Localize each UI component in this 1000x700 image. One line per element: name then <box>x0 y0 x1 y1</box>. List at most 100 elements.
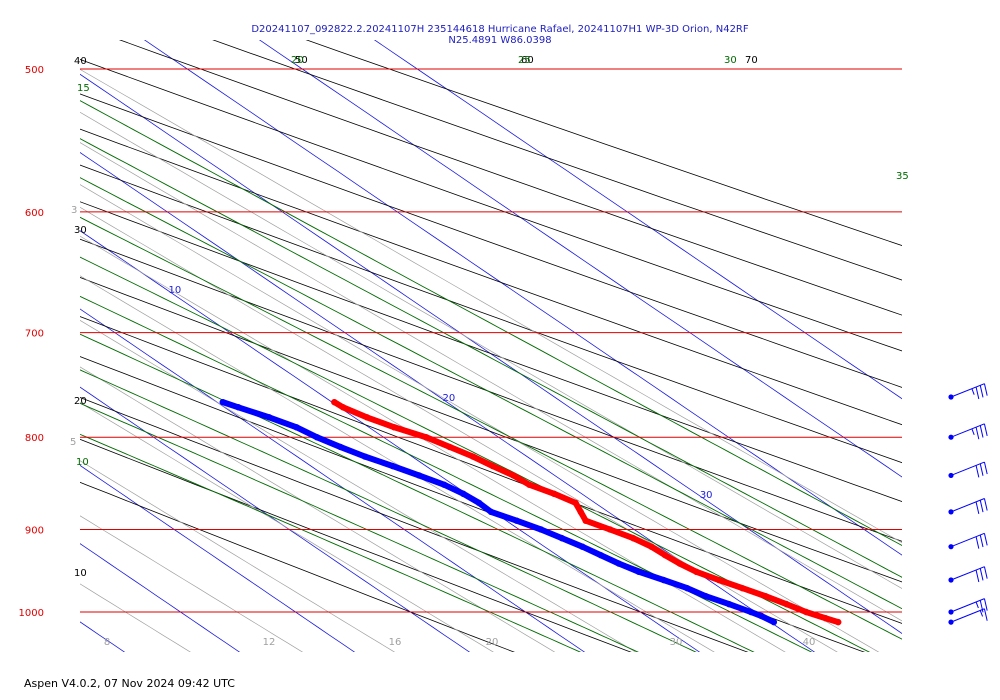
dewpoint-point <box>219 398 226 406</box>
wind-barb-flag <box>983 498 988 511</box>
wind-barb-flag <box>983 461 988 475</box>
wind-barb-flag <box>971 428 975 436</box>
temperature-point <box>331 398 338 406</box>
dewpoint-point <box>361 453 369 460</box>
temperature-point <box>339 404 347 411</box>
dry-adiabat-line <box>80 59 902 352</box>
temperature-point <box>526 481 533 488</box>
dewpoint-point <box>440 481 448 488</box>
isotherm-line <box>80 152 816 652</box>
temperature-point <box>676 560 683 567</box>
mixing-ratio-label: 12 <box>263 637 276 648</box>
mixing-ratio-label: 5 <box>70 437 76 448</box>
isotherm-line <box>80 464 356 652</box>
moist-adiabat-line <box>80 216 902 640</box>
temperature-point <box>582 517 589 524</box>
dewpoint-point <box>475 499 483 507</box>
mixing-ratio-line <box>80 460 396 652</box>
dewpoint-point <box>683 584 691 592</box>
moist-adiabat-label: 20 <box>291 55 304 66</box>
wind-barb-flag <box>975 601 979 609</box>
wind-barb-staff <box>950 598 985 613</box>
isotherm-line <box>80 386 471 652</box>
temperature-point <box>802 608 810 616</box>
moist-adiabat-line <box>80 100 902 547</box>
wind-barb-flag <box>979 500 984 513</box>
dewpoint-point <box>389 462 396 470</box>
wind-barb-flag <box>983 598 988 611</box>
pressure-tick-label: 600 <box>25 208 44 219</box>
wind-barb-staff <box>950 608 985 623</box>
moist-adiabat-line <box>80 333 755 652</box>
dry-adiabat-line <box>80 201 902 503</box>
mixing-ratio-line <box>80 402 494 652</box>
dewpoint-point <box>513 517 520 524</box>
wind-barb-flag <box>979 385 984 398</box>
dewpoint-point <box>487 508 495 516</box>
dry-adiabat-label: 60 <box>521 55 534 66</box>
mixing-ratio-line <box>80 68 902 544</box>
dewpoint-profile-line <box>219 399 777 626</box>
dry-adiabat-label: 10 <box>74 568 87 579</box>
dewpoint-point <box>702 592 709 600</box>
isotherm-line <box>80 73 902 634</box>
moist-adiabat-label: 30 <box>724 55 737 66</box>
wind-barb <box>948 498 988 515</box>
temperature-point <box>577 508 584 516</box>
wind-barb-flag <box>979 463 984 476</box>
wind-barb-flag <box>975 465 980 478</box>
isotherm-label: 20 <box>442 393 455 404</box>
dry-adiabat-line <box>80 128 902 426</box>
dry-adiabat-line <box>80 93 902 388</box>
sounding-profiles <box>219 398 842 626</box>
moist-adiabat-line <box>80 177 902 610</box>
chart-title: D20241107_092822.2.20241107H 235144618 H… <box>0 24 1000 46</box>
wind-barb <box>948 423 988 440</box>
isotherm-line <box>80 230 701 652</box>
temperature-point <box>469 453 477 460</box>
dry-adiabat-label: 20 <box>74 396 87 407</box>
wind-barb-flag <box>975 569 980 583</box>
wind-barb-staff <box>950 423 985 438</box>
dry-adiabat-line <box>305 40 902 246</box>
dry-adiabat-label: 40 <box>74 56 87 67</box>
wind-barb-flag <box>979 568 984 581</box>
wind-barb-staff <box>950 498 985 513</box>
dewpoint-point <box>293 424 300 431</box>
temperature-point <box>446 443 453 451</box>
dry-adiabat-line <box>212 40 902 281</box>
temperature-point <box>422 433 430 441</box>
mixing-ratio-label: 20 <box>486 637 499 648</box>
dewpoint-point <box>235 404 242 411</box>
pressure-tick-label: 500 <box>25 65 44 76</box>
wind-barb <box>948 532 988 550</box>
wind-barb <box>948 383 988 400</box>
wind-barb <box>948 598 988 615</box>
moist-adiabat-line <box>80 433 582 652</box>
wind-barbs <box>948 383 988 625</box>
temperature-point <box>510 472 517 479</box>
dewpoint-point <box>597 551 604 559</box>
dry-adiabat-line <box>80 316 902 624</box>
dewpoint-point <box>579 543 586 550</box>
dewpoint-point <box>758 612 765 620</box>
temperature-point <box>648 543 655 550</box>
mixing-ratio-line <box>80 515 304 652</box>
temperature-profile-line <box>331 399 842 626</box>
temperature-point <box>822 615 829 622</box>
dry-adiabat-line <box>118 40 902 316</box>
wind-barb-staff <box>950 566 985 581</box>
temperature-point <box>835 618 842 626</box>
wind-barb-flag <box>979 610 984 617</box>
moist-adiabat-line <box>80 138 902 578</box>
dewpoint-point <box>660 576 667 584</box>
mixing-ratio-line <box>80 275 715 652</box>
isobar-lines: 500 600 700 800 900 1000 <box>19 65 902 619</box>
wind-barb-flag <box>979 600 984 613</box>
wind-barb-staff <box>950 532 985 548</box>
mixing-ratio-label: 40 <box>803 637 816 648</box>
wind-barb-staff <box>950 461 985 476</box>
background-grid <box>80 40 902 652</box>
wind-barb-flag <box>975 386 980 400</box>
